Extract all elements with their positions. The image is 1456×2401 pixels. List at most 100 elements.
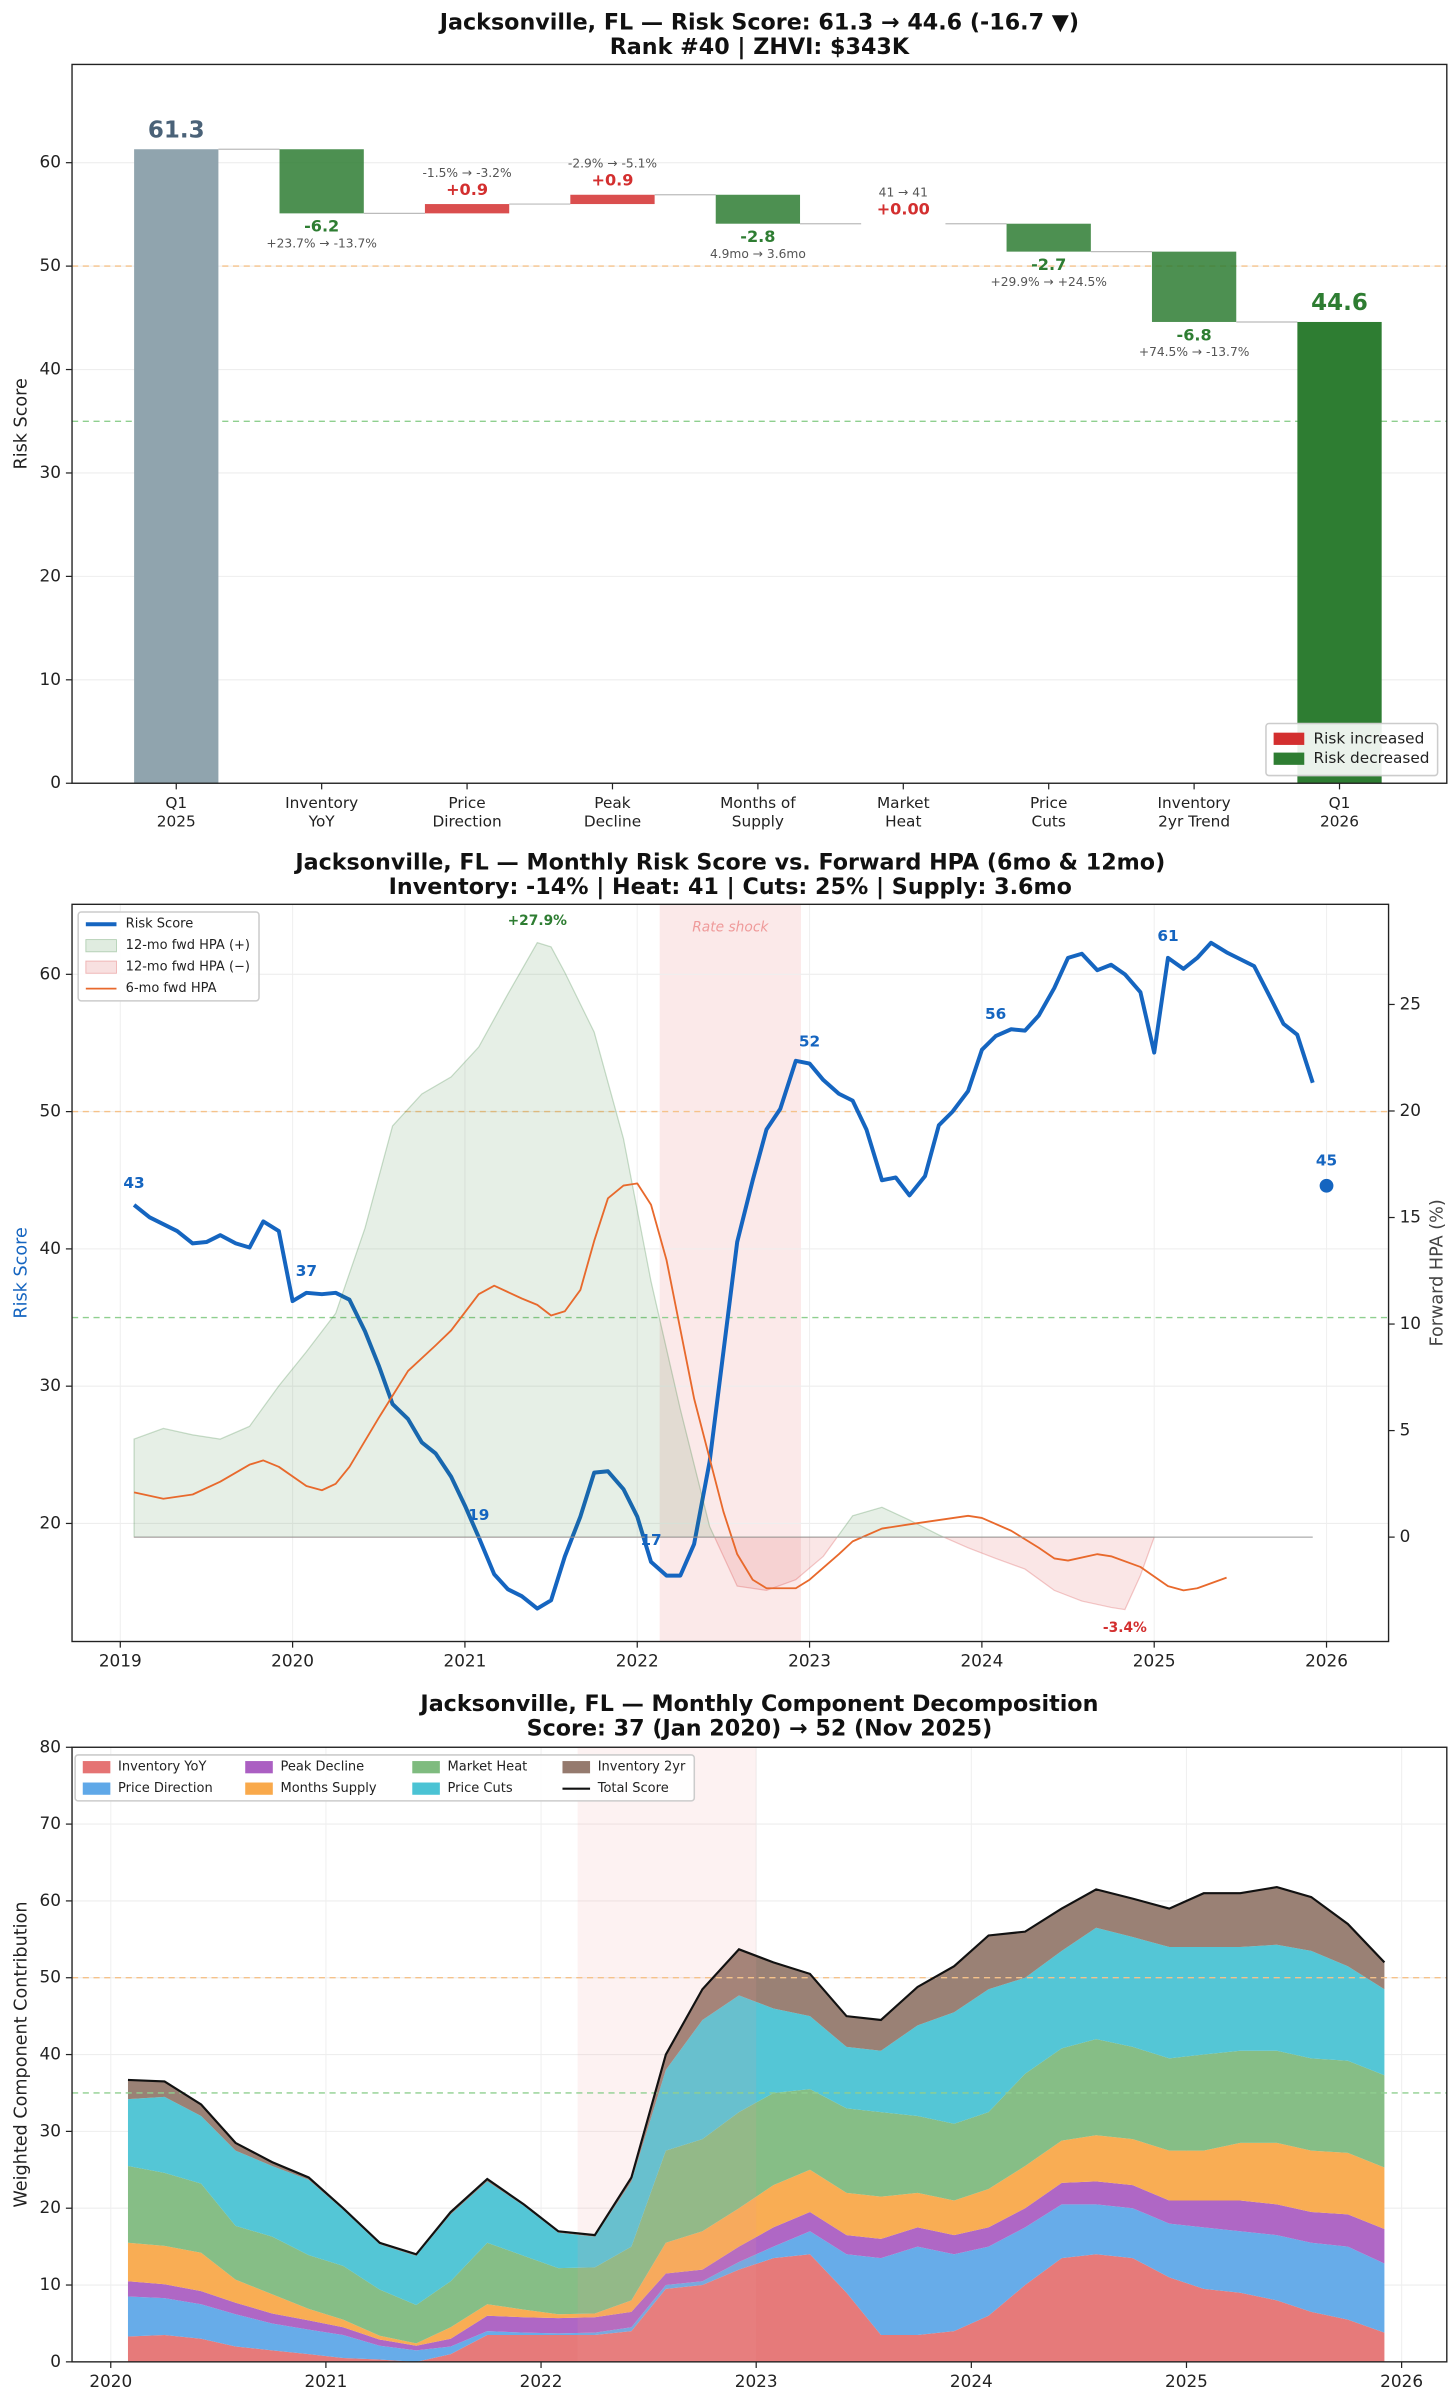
value-label: -6.2: [304, 217, 339, 236]
x-tick-label: 2023: [735, 2371, 778, 2391]
detail-label: +29.9% → +24.5%: [990, 275, 1106, 289]
x-tick-label: 2025: [1165, 2371, 1208, 2391]
legend-label: Months Supply: [280, 1781, 376, 1796]
y-tick-label: 40: [40, 1238, 61, 1258]
x-tick-label-line: 2025: [157, 812, 196, 830]
y-tick-label: 80: [40, 1736, 61, 1756]
x-tick-label: Price Direction: [432, 794, 501, 830]
x-tick-label: 2022: [616, 1650, 659, 1670]
x-tick-label-line: 2yr Trend: [1158, 812, 1230, 830]
x-tick-label-line: Inventory: [1158, 794, 1231, 812]
annotation: 19: [468, 1506, 489, 1524]
area-negative: [133, 1537, 1155, 1611]
y-tick-label: 60: [40, 1890, 61, 1910]
axes-frame: [71, 903, 1390, 1643]
latest-point: [1319, 1178, 1334, 1193]
bar: [279, 149, 364, 214]
y-tick-label: 50: [40, 255, 61, 275]
legend-swatch: [82, 1782, 111, 1795]
total-line: [127, 1885, 1386, 2256]
x-tick-label: 2023: [788, 1650, 831, 1670]
y-tick-label: 50: [40, 1101, 61, 1121]
x-tick-label: Q1 2026: [1320, 794, 1359, 830]
chart-subtitle: Inventory: -14% | Heat: 41 | Cuts: 25% |…: [389, 874, 1072, 900]
value-label: -2.7: [1031, 255, 1066, 274]
y-tick-label: 20: [40, 2197, 61, 2217]
legend-swatch: [412, 1782, 440, 1795]
y-tick-label: 10: [40, 2274, 61, 2294]
x-tick-label-line: Q1: [1329, 794, 1351, 812]
x-tick-label: Price Cuts: [1030, 794, 1067, 830]
x-tick-label: Q1 2025: [157, 794, 196, 830]
chart-subtitle: Score: 37 (Jan 2020) → 52 (Nov 2025): [527, 1715, 993, 1741]
legend-label: 12-mo fwd HPA (+): [126, 938, 250, 953]
chart-title: Jacksonville, FL — Risk Score: 61.3 → 44…: [438, 10, 1079, 36]
annotation: 17: [640, 1531, 661, 1549]
detail-label: 4.9mo → 3.6mo: [710, 247, 806, 261]
x-tick-label: Inventory 2yr Trend: [1158, 794, 1231, 830]
detail-label: -2.9% → -5.1%: [568, 157, 657, 171]
stacked-area: [127, 2204, 1385, 2362]
annotation: 52: [799, 1033, 820, 1051]
y-tick-label: 0: [50, 772, 61, 792]
x-tick-label: 2026: [1305, 1650, 1348, 1670]
axes-frame: [71, 63, 1448, 784]
x-tick-label: 2025: [1133, 1650, 1176, 1670]
bar: [134, 149, 219, 784]
stacked-area: [127, 2135, 1385, 2346]
legend-swatch: [245, 1761, 273, 1774]
line-6-mo-fwd-hpa: [133, 1182, 1227, 1592]
stacked-area: [127, 2039, 1385, 2344]
legend-label: Risk decreased: [1313, 749, 1429, 767]
y-tick-label: 0: [1400, 1526, 1411, 1546]
x-tick-label: 2024: [950, 2371, 993, 2391]
legend-label: 12-mo fwd HPA (−): [126, 960, 250, 975]
y-tick-label: 40: [40, 2044, 61, 2064]
latest-label: 45: [1316, 1152, 1337, 1170]
x-tick-label: 2026: [1380, 2371, 1423, 2391]
x-tick-label: 2024: [960, 1650, 1003, 1670]
x-tick-label-line: Inventory: [285, 794, 358, 812]
stacked-area: [127, 2254, 1385, 2362]
x-tick-label: Months of Supply: [720, 794, 796, 830]
detail-label: 41 → 41: [879, 186, 928, 200]
y-tick-label: 20: [40, 565, 61, 585]
x-tick-label: 2021: [443, 1650, 486, 1670]
x-tick-label: 2020: [89, 2371, 132, 2391]
y-tick-label: 20: [40, 1512, 61, 1532]
legend-label: Market Heat: [448, 1760, 528, 1775]
x-tick-label: 2019: [99, 1650, 142, 1670]
value-label: -6.8: [1177, 325, 1212, 344]
axis-label: Risk Score: [11, 378, 31, 469]
y-tick-label: 5: [1400, 1420, 1411, 1440]
legend-label: Price Cuts: [448, 1781, 513, 1796]
value-label: 61.3: [148, 117, 205, 143]
detail-label: -1.5% → -3.2%: [422, 166, 511, 180]
x-tick-label-line: Q1: [165, 794, 187, 812]
legend-swatch: [245, 1782, 273, 1795]
legend-swatch: [412, 1761, 440, 1774]
x-tick-label-line: YoY: [308, 812, 336, 830]
legend-label: Inventory 2yr: [598, 1760, 686, 1775]
x-tick-label-line: Peak: [594, 794, 630, 812]
x-tick-label: 2020: [271, 1650, 314, 1670]
x-tick-label: Peak Decline: [584, 794, 641, 830]
detail-label: +74.5% → -13.7%: [1139, 345, 1250, 359]
value-label: 44.6: [1311, 290, 1368, 316]
legend-box: [1265, 722, 1439, 777]
x-tick-label: 2021: [304, 2371, 347, 2391]
legend-swatch: [82, 1761, 111, 1774]
y-tick-label: 70: [40, 1813, 61, 1833]
x-tick-label-line: Price: [448, 794, 485, 812]
y-tick-label: 15: [1400, 1207, 1421, 1227]
y-tick-label: 30: [40, 462, 61, 482]
x-tick-label-line: Cuts: [1032, 812, 1066, 830]
line-risk-score: [132, 940, 1315, 1611]
x-tick-label-line: Direction: [432, 812, 501, 830]
stacked-area: [127, 1887, 1385, 2256]
annotation: 43: [123, 1174, 144, 1192]
axis-label: Weighted Component Contribution: [11, 1901, 31, 2207]
detail-label: +23.7% → -13.7%: [266, 237, 377, 251]
annotation: -3.4%: [1103, 1620, 1147, 1636]
